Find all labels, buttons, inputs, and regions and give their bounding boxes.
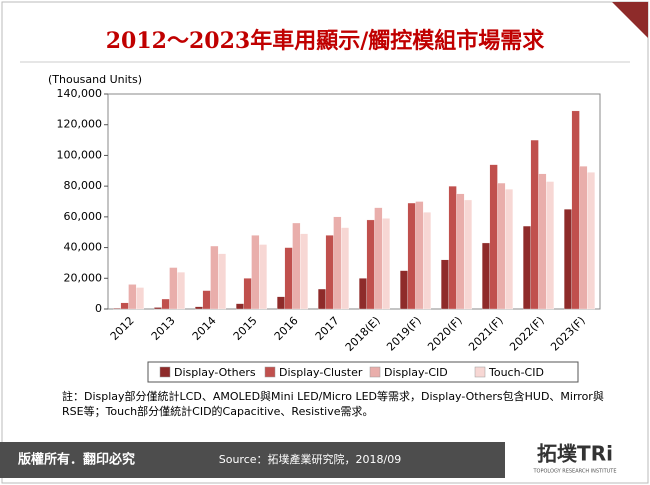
x-tick-label: 2023(F): [548, 314, 588, 354]
bar: [341, 227, 350, 310]
y-tick-label: 80,000: [64, 179, 103, 192]
x-tick-label: 2017: [313, 314, 342, 343]
footer-bar: [0, 442, 505, 478]
bar: [505, 189, 514, 310]
bar: [374, 207, 383, 310]
bar: [448, 185, 457, 310]
bar: [317, 288, 326, 310]
bar: [202, 290, 211, 310]
bar: [399, 270, 408, 310]
bar: [497, 182, 506, 310]
y-axis-label: (Thousand Units): [48, 73, 142, 86]
legend-label: Display-Others: [174, 366, 256, 379]
bar: [333, 216, 342, 310]
bar: [546, 181, 555, 310]
bar: [415, 201, 424, 310]
legend-swatch: [369, 366, 381, 378]
bar: [218, 253, 227, 310]
note: 註：Display部分僅統計LCD、AMOLED與Mini LED/Micro …: [62, 390, 604, 418]
x-tick-label: 2016: [272, 314, 301, 343]
legend-box: [147, 361, 579, 383]
legend-label: Display-CID: [384, 366, 448, 379]
bar: [358, 278, 367, 310]
logo: 拓墣TRi: [537, 442, 613, 466]
bar: [169, 267, 178, 310]
bar: [112, 308, 121, 310]
x-tick-label: 2014: [190, 314, 219, 343]
x-tick-label: 2013: [149, 314, 178, 343]
bar: [366, 219, 375, 310]
bar: [161, 298, 170, 310]
x-tick-label: 2019(F): [384, 314, 424, 354]
bar: [481, 242, 490, 310]
bar: [325, 235, 334, 310]
x-tick-label: 2020(F): [425, 314, 465, 354]
bar: [259, 244, 268, 310]
bar: [177, 271, 186, 310]
bar: [292, 222, 301, 310]
bar: [587, 172, 596, 310]
y-tick-label: 120,000: [57, 118, 103, 131]
bar: [456, 193, 465, 310]
bar: [382, 218, 391, 310]
bar: [243, 278, 252, 310]
logo-sub: TOPOLOGY RESEARCH INSTITUTE: [532, 469, 616, 475]
y-tick-label: 20,000: [64, 271, 103, 284]
y-tick-label: 60,000: [64, 210, 103, 223]
legend-label: Touch-CID: [488, 366, 544, 379]
legend-label: Display-Cluster: [279, 366, 363, 379]
bar: [440, 259, 449, 310]
y-tick-label: 0: [95, 302, 102, 315]
bar: [571, 110, 580, 310]
bar: [530, 139, 539, 310]
bar: [464, 199, 473, 310]
y-tick-label: 140,000: [57, 87, 103, 100]
bar: [563, 209, 572, 310]
footer-source: Source：拓墣產業研究院，2018/09: [219, 452, 401, 466]
bar: [120, 302, 129, 310]
bar: [579, 166, 588, 310]
bar: [235, 303, 244, 310]
bar: [251, 235, 260, 310]
x-tick-label: 2015: [231, 314, 260, 343]
bar: [210, 245, 219, 310]
bar: [276, 296, 285, 310]
y-tick-label: 100,000: [57, 148, 103, 161]
bar: [128, 284, 137, 310]
x-tick-label: 2021(F): [466, 314, 506, 354]
bar: [153, 307, 162, 310]
bar: [194, 306, 203, 310]
corner-mark: [612, 2, 648, 38]
bar: [284, 247, 293, 310]
bar: [538, 173, 547, 310]
y-tick-label: 40,000: [64, 241, 103, 254]
plot-area: [107, 93, 601, 310]
bar: [522, 225, 531, 310]
x-tick-label: 2022(F): [507, 314, 547, 354]
bar: [136, 287, 145, 310]
footer-rights: 版權所有．翻印必究: [18, 452, 135, 468]
bar: [407, 202, 416, 310]
x-tick-label: 2012: [108, 314, 137, 343]
chart-title: 2012～2023年車用顯示/觸控模組市場需求: [106, 28, 545, 54]
legend-swatch: [474, 366, 486, 378]
bar: [300, 233, 309, 310]
bar: [423, 212, 432, 310]
bar: [489, 164, 498, 310]
legend-swatch: [159, 366, 171, 378]
x-tick-label: 2018(E): [343, 314, 383, 354]
legend-swatch: [264, 366, 276, 378]
